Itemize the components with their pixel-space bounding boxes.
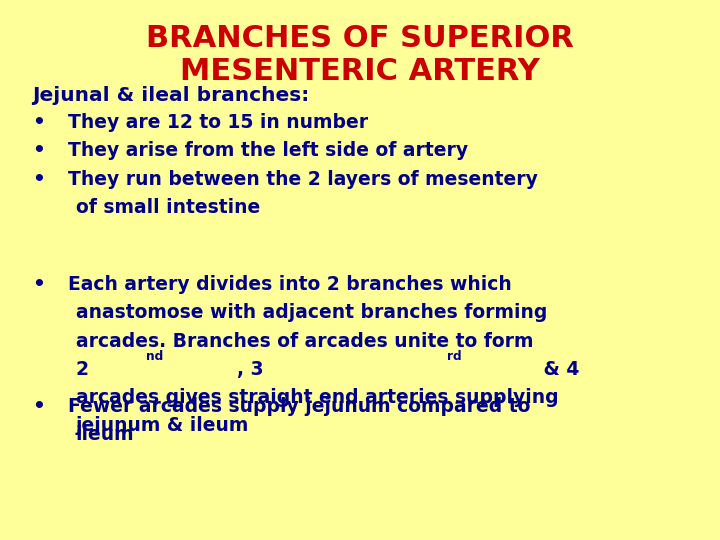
- Text: , 3: , 3: [237, 360, 264, 379]
- Text: •: •: [32, 141, 45, 160]
- Text: anastomose with adjacent branches forming: anastomose with adjacent branches formin…: [76, 303, 547, 322]
- Text: ileum: ileum: [76, 425, 134, 444]
- Text: arcades gives straight end arteries supplying: arcades gives straight end arteries supp…: [76, 388, 558, 407]
- Text: They arise from the left side of artery: They arise from the left side of artery: [68, 141, 469, 160]
- Text: •: •: [32, 275, 45, 294]
- Text: •: •: [32, 397, 45, 416]
- Text: & 4: & 4: [538, 360, 580, 379]
- Text: They are 12 to 15 in number: They are 12 to 15 in number: [68, 113, 369, 132]
- Text: jejunum & ileum: jejunum & ileum: [76, 416, 249, 435]
- Text: They run between the 2 layers of mesentery: They run between the 2 layers of mesente…: [68, 170, 539, 188]
- Text: rd: rd: [446, 350, 461, 363]
- Text: •: •: [32, 170, 45, 188]
- Text: nd: nd: [145, 350, 163, 363]
- Text: Jejunal & ileal branches:: Jejunal & ileal branches:: [32, 86, 310, 105]
- Text: arcades. Branches of arcades unite to form: arcades. Branches of arcades unite to fo…: [76, 332, 533, 350]
- Text: 2: 2: [76, 360, 89, 379]
- Text: MESENTERIC ARTERY: MESENTERIC ARTERY: [180, 57, 540, 86]
- Text: •: •: [32, 113, 45, 132]
- Text: Fewer arcades supply jejunum compared to: Fewer arcades supply jejunum compared to: [68, 397, 531, 416]
- Text: of small intestine: of small intestine: [76, 198, 260, 217]
- Text: BRANCHES OF SUPERIOR: BRANCHES OF SUPERIOR: [146, 24, 574, 53]
- Text: Each artery divides into 2 branches which: Each artery divides into 2 branches whic…: [68, 275, 512, 294]
